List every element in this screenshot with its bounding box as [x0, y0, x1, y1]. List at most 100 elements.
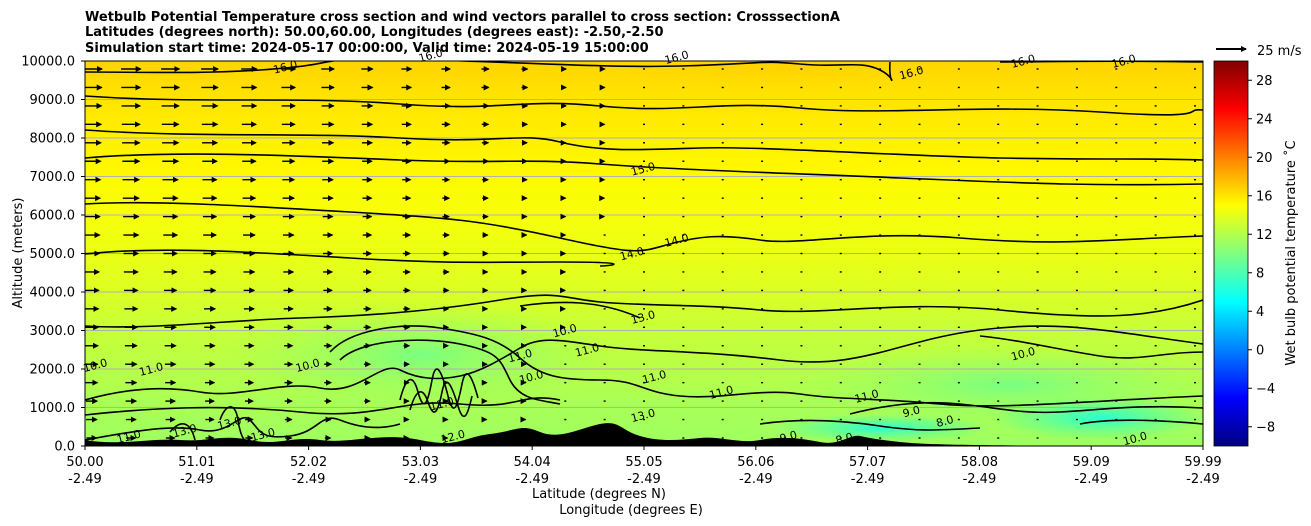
- cool-anomaly-mid: [220, 300, 620, 410]
- contour-osc-2: [409, 381, 473, 418]
- y-tick-label: 1000.0: [30, 401, 76, 416]
- contour-label: 11.0: [641, 368, 668, 387]
- y-tick-label: 8000.0: [30, 132, 76, 147]
- contour-13d: [169, 423, 196, 441]
- y-tick-label: 2000.0: [30, 363, 76, 378]
- y-tick-label: 6000.0: [30, 209, 76, 224]
- contour-label: 11.0: [115, 427, 142, 446]
- chart-title-line-2: Latitudes (degrees north): 50.00,60.00, …: [85, 25, 664, 40]
- colorbar-label: Wet bulb potential temperature ˚C: [1283, 140, 1299, 365]
- wind-vectors: [85, 66, 1196, 441]
- contour-label: 11.0: [574, 341, 601, 360]
- contour-label: 9.0: [901, 403, 921, 420]
- y-tick-label: 0.0: [54, 440, 75, 455]
- contour-label: 11.0: [428, 395, 455, 414]
- x-tick-label-lat: 53.03: [402, 455, 439, 470]
- contour-label: 16.0: [1010, 52, 1037, 71]
- contour-label: 11.0: [853, 387, 880, 406]
- x-tick-label-lon: -2.49: [1074, 472, 1108, 487]
- contour-label: 13.0: [630, 406, 657, 425]
- contour-label: 10.0: [551, 322, 578, 341]
- contour-10: [339, 339, 561, 405]
- colorbar-tick-label: 8: [1256, 266, 1264, 281]
- x-tick-label-lon: -2.49: [180, 472, 214, 487]
- contour-9: [849, 401, 1203, 415]
- contour-label: 8.0: [834, 430, 854, 447]
- y-tick-label: 7000.0: [30, 170, 76, 185]
- x-tick-label-lon: -2.49: [292, 472, 326, 487]
- contour-label: 13.0: [630, 308, 657, 327]
- x-tick-label-lon: -2.49: [68, 472, 102, 487]
- x-tick-label-lon: -2.49: [627, 472, 661, 487]
- y-tick-label: 5000.0: [30, 247, 76, 262]
- contour-16: [85, 61, 339, 74]
- x-tick-label-lon: -2.49: [963, 472, 997, 487]
- contour-label: 11.0: [708, 383, 735, 402]
- contour-label: 11.0: [138, 360, 165, 379]
- contour-label: 9.0: [778, 428, 798, 445]
- contour-label: 16.0: [417, 46, 444, 65]
- contour-14: [85, 201, 1203, 252]
- x-tick-label-lat: 52.02: [290, 455, 327, 470]
- colorbar-tick-label: 16: [1256, 189, 1273, 204]
- colorbar-tick-label: 28: [1256, 74, 1273, 89]
- contour-12b: [85, 397, 561, 416]
- contour-label: 14.0: [663, 231, 690, 250]
- x-tick-label-lon: -2.49: [739, 472, 773, 487]
- x-tick-label-lat: 51.01: [178, 455, 215, 470]
- colorbar-tick-label: −8: [1256, 420, 1275, 435]
- contour-12: [85, 325, 1203, 401]
- contour-8b: [1079, 419, 1203, 425]
- chart-title-line-3: Simulation start time: 2024-05-17 00:00:…: [85, 41, 649, 56]
- x-axis-label-latitude: Latitude (degrees N): [532, 487, 666, 502]
- quiver-key-label: 25 m/s: [1257, 44, 1302, 59]
- contour-13: [85, 294, 1203, 328]
- y-tick-label: 4000.0: [30, 286, 76, 301]
- x-tick-label-lon: -2.49: [515, 472, 549, 487]
- contour-label: 11.0: [507, 347, 534, 366]
- contour-label: 14.0: [618, 245, 645, 264]
- contour-16b: [438, 61, 893, 81]
- x-tick-label-lon: -2.49: [404, 472, 438, 487]
- x-axis-label-longitude: Longitude (degrees E): [559, 503, 703, 518]
- contour-lines: [85, 61, 1203, 446]
- colorbar-tick-label: −4: [1256, 382, 1275, 397]
- x-tick-label-lon: -2.49: [851, 472, 885, 487]
- x-tick-label-lon: -2.49: [1186, 472, 1220, 487]
- plot-area: [85, 61, 1203, 446]
- contour-label: 10.0: [518, 368, 545, 387]
- colorbar: [1213, 60, 1249, 447]
- contour-labels: 16.0 16.0 16.0 16.0 16.0 16.0 15.0 14.0 14.0 13.0…: [82, 46, 1149, 448]
- contour-10b: [979, 335, 1203, 359]
- chart-title-line-1: Wetbulb Potential Temperature cross sect…: [85, 10, 840, 25]
- contour-8: [759, 419, 981, 431]
- contour-label: 8.0: [935, 413, 955, 430]
- contour-label: 16.0: [898, 64, 925, 83]
- contour-label: 16.0: [272, 58, 299, 77]
- colorbar-tick-label: 24: [1256, 112, 1273, 127]
- contour-label: 10.0: [1121, 429, 1148, 448]
- y-axis-ticks: 0.0 1000.0 2000.0 3000.0 4000.0 5000.0 6000.0 7…: [21, 55, 85, 455]
- x-tick-label-lat: 57.07: [849, 455, 886, 470]
- x-axis-ticks: 50.00 -2.49 51.01 -2.49 52.02 -2.49 53.03 -2.49…: [66, 446, 1222, 487]
- colorbar-ticks: −8 −4 0 4 8 12 16 20 24 28: [1248, 74, 1275, 435]
- colorbar-tick-label: 20: [1256, 151, 1273, 166]
- contour-label: 16.0: [663, 48, 690, 67]
- contour-14b: [85, 249, 615, 267]
- contour-15: [85, 129, 1203, 161]
- x-tick-label-lat: 55.05: [625, 455, 662, 470]
- contour-label: 13.0: [216, 414, 243, 433]
- warm-anomaly-top: [580, 61, 980, 90]
- contour-15b: [85, 153, 1203, 186]
- contour-label: 10.0: [294, 356, 321, 375]
- contour-label: 13.0: [249, 425, 276, 444]
- contour-label: 15.0: [630, 160, 657, 179]
- y-tick-label: 3000.0: [30, 324, 76, 339]
- contour-osc-1: [399, 368, 479, 409]
- x-tick-label-lat: 54.04: [514, 455, 551, 470]
- x-tick-label-lat: 50.00: [66, 455, 103, 470]
- colorbar-tick-label: 0: [1256, 343, 1264, 358]
- x-tick-label-lat: 58.08: [961, 455, 998, 470]
- y-tick-label: 9000.0: [30, 93, 76, 108]
